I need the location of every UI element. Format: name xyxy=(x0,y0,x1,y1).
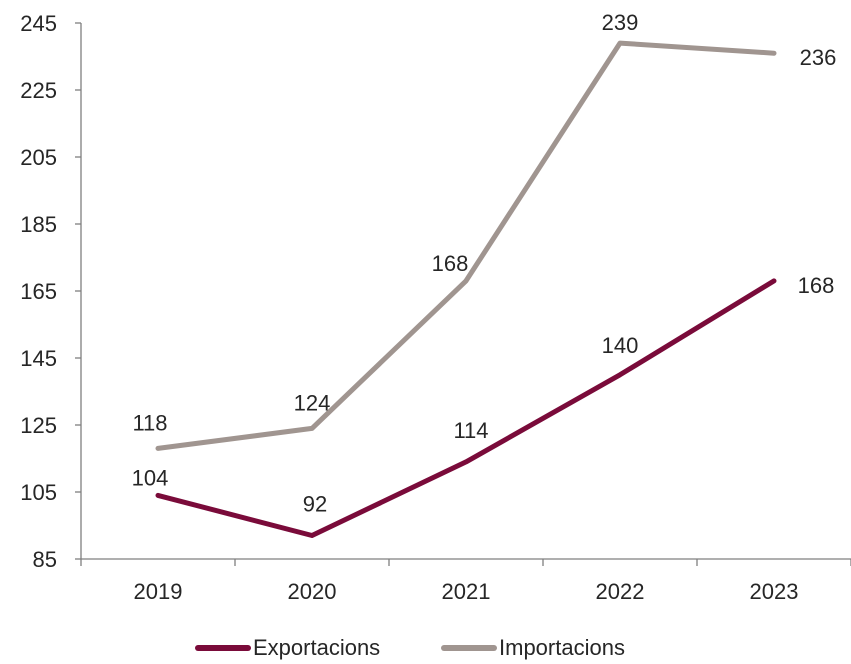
y-tick-label: 145 xyxy=(20,346,57,371)
data-labels: 104 92 114 140 168 118 124 168 239 236 xyxy=(132,10,837,516)
legend-label-exportacions: Exportacions xyxy=(253,635,381,660)
data-label-exportacions: 114 xyxy=(453,418,488,443)
series-line-importacions xyxy=(155,40,777,451)
legend-label-importacions: Importacions xyxy=(499,635,625,660)
data-label-exportacions: 104 xyxy=(132,465,169,490)
x-tick-label: 2019 xyxy=(134,579,183,604)
legend-swatch-exportacions xyxy=(195,645,251,651)
data-label-exportacions: 140 xyxy=(602,333,639,358)
y-axis-ticks: 85 105 125 145 165 185 205 225 245 xyxy=(20,11,81,572)
x-tick-label: 2020 xyxy=(288,579,337,604)
y-tick-label: 85 xyxy=(33,547,57,572)
data-label-importacions: 124 xyxy=(294,390,331,415)
series-lines xyxy=(155,40,777,538)
legend-item-exportacions: Exportacions xyxy=(195,633,380,663)
y-tick-label: 225 xyxy=(20,78,57,103)
data-label-exportacions: 168 xyxy=(798,273,835,298)
y-tick-label: 185 xyxy=(20,212,57,237)
x-tick-label: 2023 xyxy=(750,579,799,604)
data-label-importacions: 168 xyxy=(432,251,469,276)
data-label-importacions: 239 xyxy=(602,10,639,35)
data-label-importacions: 236 xyxy=(800,45,837,70)
legend: Exportacions Importacions xyxy=(0,633,851,663)
y-tick-label: 205 xyxy=(20,145,57,170)
data-label-exportacions: 92 xyxy=(303,492,327,517)
y-tick-label: 165 xyxy=(20,279,57,304)
y-tick-label: 105 xyxy=(20,480,57,505)
y-tick-label: 245 xyxy=(20,11,57,36)
series-line-exportacions xyxy=(155,278,777,538)
legend-item-importacions: Importacions xyxy=(441,633,625,663)
data-label-importacions: 118 xyxy=(132,410,167,435)
x-tick-label: 2021 xyxy=(442,579,491,604)
y-tick-label: 125 xyxy=(20,413,57,438)
x-axis-ticks: 2019 2020 2021 2022 2023 xyxy=(80,559,851,604)
legend-swatch-importacions xyxy=(441,645,497,651)
x-tick-label: 2022 xyxy=(596,579,645,604)
